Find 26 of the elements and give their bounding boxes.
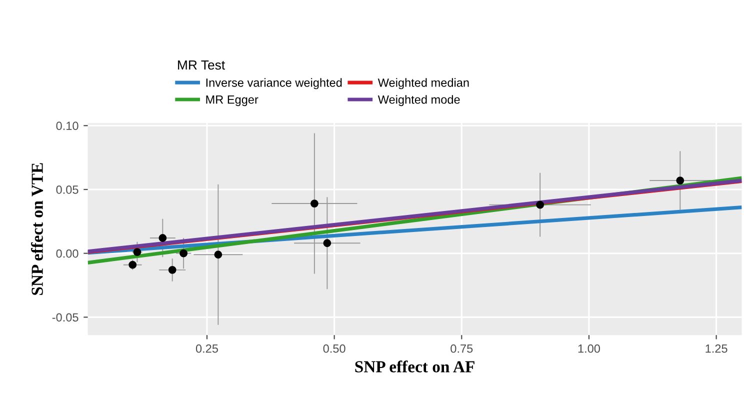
legend-label: Inverse variance weighted (206, 78, 342, 90)
point (158, 234, 167, 242)
y-tick-label: 0.05 (56, 186, 78, 194)
x-axis-title: SNP effect on AF (355, 360, 474, 372)
point (128, 260, 137, 269)
point (168, 266, 176, 274)
legend-label: MR Egger (206, 96, 258, 106)
y-tick-label: 0.00 (56, 249, 78, 258)
point (214, 250, 222, 259)
point (536, 200, 544, 209)
x-tick-label: 1.00 (578, 344, 600, 353)
x-tick-label: 0.25 (196, 344, 218, 353)
y-tick-label: -0.05 (52, 313, 78, 322)
y-axis-title: SNP effect on VTE (31, 163, 44, 295)
x-tick-label: 0.50 (323, 344, 346, 353)
legend-label: Weighted median (378, 78, 469, 90)
point (310, 200, 318, 208)
y-tick-label: 0.10 (56, 122, 78, 130)
point (676, 176, 684, 184)
point (133, 248, 142, 256)
point (323, 239, 332, 248)
x-tick-label: 0.75 (450, 344, 473, 353)
x-tick-label: 1.25 (706, 344, 728, 353)
legend-label: Weighted mode (378, 95, 460, 106)
point (180, 249, 188, 258)
legend-title: MR Test (178, 60, 225, 70)
